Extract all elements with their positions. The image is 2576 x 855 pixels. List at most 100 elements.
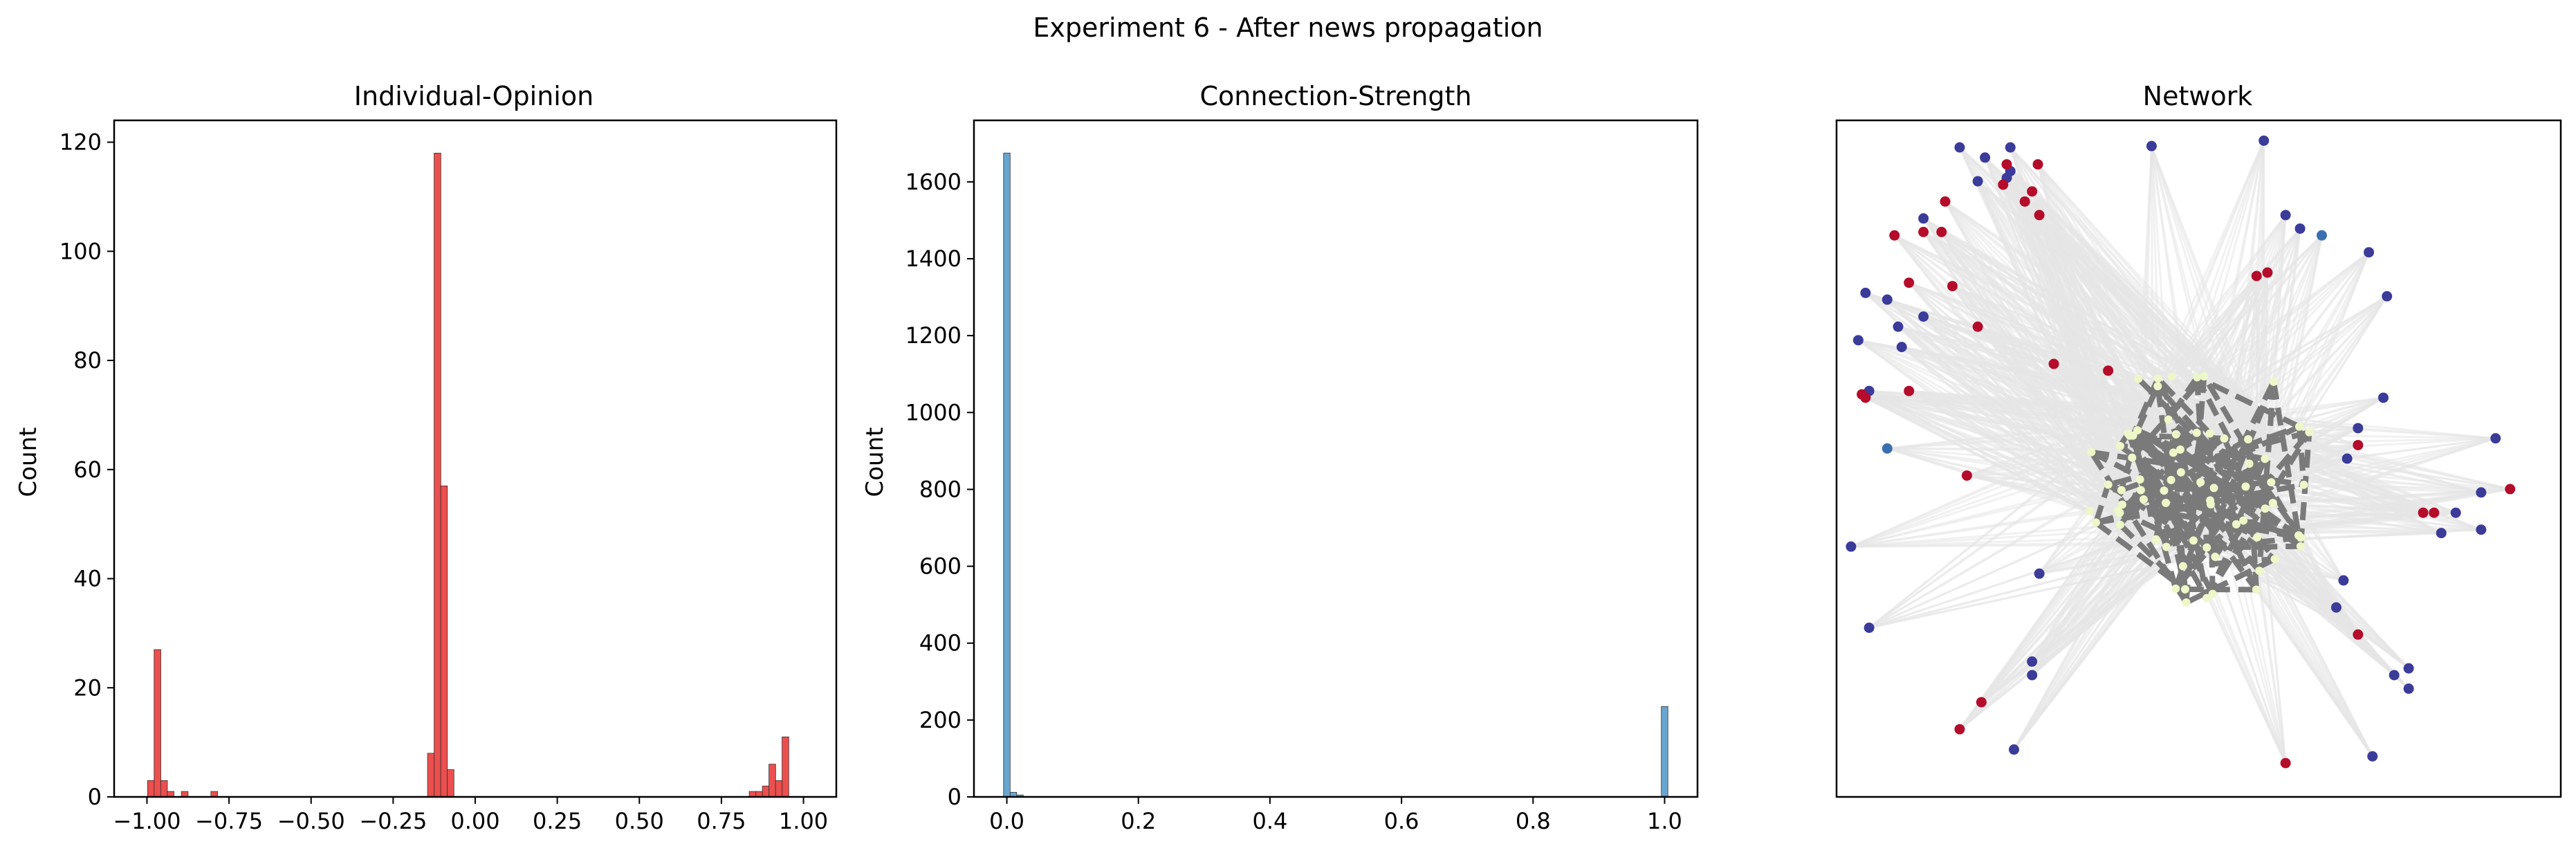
x-tick-label: 0.75: [697, 808, 746, 834]
y-tick-label: 800: [919, 476, 962, 502]
y-tick-label: 1200: [905, 322, 962, 349]
network-node: [2450, 507, 2461, 518]
x-tick-label: 1.00: [779, 808, 828, 834]
strong-edge: [2093, 484, 2111, 524]
core-node: [2160, 486, 2169, 495]
x-tick-label: −0.25: [359, 808, 427, 834]
connection-yticks: 0 200 400 600 800 1000 1200 1400 1600: [905, 169, 974, 810]
strong-edge: [2143, 497, 2299, 538]
histogram-bar: [160, 780, 168, 798]
network-node: [1972, 176, 1983, 187]
network-node: [1947, 281, 1958, 292]
strong-edge: [2094, 520, 2187, 592]
network-node: [1918, 213, 1929, 224]
y-tick-label: 1600: [905, 169, 962, 195]
network-node: [2403, 683, 2414, 695]
weak-edge: [2009, 147, 2135, 544]
network-node: [2032, 159, 2043, 170]
core-node: [2169, 448, 2178, 457]
core-node: [2136, 486, 2145, 495]
ylabel-connection: Count: [861, 428, 889, 497]
connection-xticks: 0.0 0.2 0.4 0.6 0.8 1.0: [989, 797, 1682, 834]
x-tick-label: 0.50: [615, 808, 664, 834]
y-tick-label: 80: [73, 347, 102, 374]
opinion-bars: [147, 152, 789, 798]
network-nodes: [1846, 135, 2516, 769]
strong-edge: [2135, 428, 2259, 591]
strong-edge: [2155, 376, 2212, 436]
core-node: [2164, 415, 2173, 424]
core-node: [2206, 496, 2215, 505]
opinion-axes-frame: [113, 119, 838, 798]
core-node: [2261, 454, 2270, 463]
network-core-cluster: [2086, 372, 2314, 607]
network-node: [2251, 270, 2262, 282]
network-node: [2436, 528, 2447, 539]
network-node: [1889, 230, 1900, 241]
histogram-bar: [147, 780, 155, 798]
weak-edge: [2258, 472, 2482, 531]
core-node: [2135, 475, 2144, 484]
core-node: [2269, 377, 2278, 386]
core-node: [2294, 422, 2303, 431]
histogram-bar: [762, 785, 770, 798]
weak-edge: [2146, 235, 2323, 416]
weak-edge: [1850, 423, 2137, 548]
network-axes-frame: [1835, 119, 2562, 798]
core-node: [2134, 374, 2143, 383]
y-tick-label: 100: [59, 238, 102, 264]
y-tick-label: 600: [919, 553, 962, 580]
core-node: [2118, 500, 2127, 509]
x-tick-label: 0.00: [450, 808, 499, 834]
network-node: [2316, 230, 2327, 241]
core-node: [2245, 459, 2254, 468]
network-node: [2280, 210, 2291, 221]
y-tick-label: 120: [59, 129, 102, 156]
strong-edge: [2212, 485, 2303, 540]
strong-edge: [2140, 487, 2211, 508]
y-tick-label: 60: [73, 457, 102, 483]
ylabel-opinion: Count: [15, 428, 42, 497]
opinion-xticks: −1.00 −0.75 −0.50 −0.25 0.00 0.25 0.50 0.75 1.00: [113, 797, 828, 834]
core-node: [2178, 562, 2187, 571]
network-node: [2262, 267, 2273, 278]
core-node: [2220, 434, 2229, 443]
core-node: [2116, 520, 2125, 529]
panel-title-opinion: Individual-Opinion: [354, 81, 594, 111]
core-node: [2241, 482, 2250, 491]
histogram-bar: [782, 736, 789, 798]
strong-edge: [2137, 478, 2209, 600]
network-node: [2353, 423, 2364, 434]
strong-edge: [2173, 434, 2210, 599]
core-node: [2151, 535, 2160, 544]
weak-edge: [2263, 396, 2384, 418]
network-node: [2389, 670, 2400, 681]
strong-edge: [2136, 428, 2182, 452]
core-node: [2171, 584, 2180, 593]
core-node: [2117, 486, 2126, 495]
core-node: [2162, 498, 2171, 507]
network-node: [1976, 697, 1987, 708]
y-tick-label: 40: [73, 566, 102, 592]
histogram-bar: [769, 764, 776, 798]
strong-edge: [2139, 477, 2274, 506]
network-node: [1893, 321, 1904, 332]
strong-edge: [2170, 452, 2188, 590]
core-node: [2252, 585, 2261, 594]
histogram-bar: [434, 152, 441, 798]
connection-axes-frame: [973, 119, 1699, 798]
core-node: [2128, 453, 2137, 462]
weak-edge: [2009, 147, 2261, 429]
strong-edge: [2196, 374, 2301, 430]
weak-edge: [1850, 501, 2166, 548]
strong-edge: [2173, 503, 2214, 590]
core-node: [2261, 504, 2270, 513]
network-node: [1954, 724, 1965, 735]
network-node: [2382, 291, 2393, 302]
network-node: [2364, 247, 2375, 258]
core-node: [2202, 543, 2211, 552]
strong-edge: [2125, 432, 2196, 542]
network-node: [2377, 392, 2389, 403]
network-node: [1904, 385, 1915, 396]
x-tick-label: 0.25: [533, 808, 582, 834]
